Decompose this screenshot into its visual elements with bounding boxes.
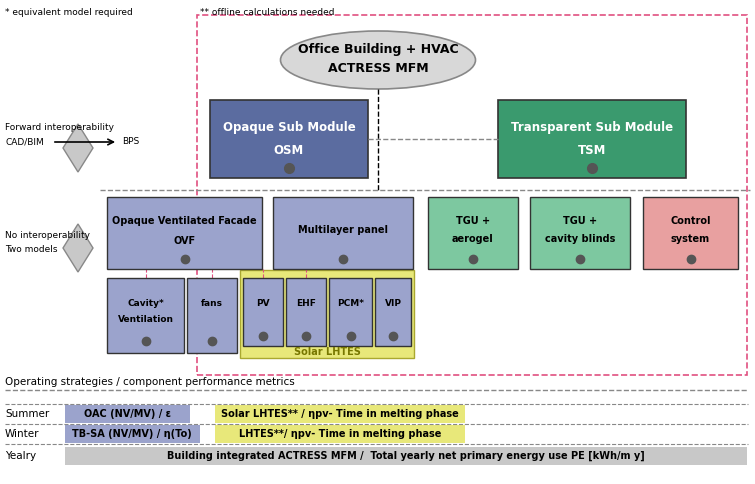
Text: * equivalent model required: * equivalent model required: [5, 8, 133, 17]
Bar: [65, 405, 190, 423]
Bar: [243, 278, 283, 346]
Text: TGU +: TGU +: [563, 216, 597, 226]
Text: VIP: VIP: [384, 300, 402, 308]
Text: fans: fans: [201, 300, 223, 308]
Bar: [643, 197, 738, 269]
Text: Cavity*: Cavity*: [127, 300, 164, 308]
Text: Transparent Sub Module: Transparent Sub Module: [511, 121, 673, 135]
Text: TSM: TSM: [578, 143, 606, 156]
Bar: [107, 278, 184, 353]
Text: Ventilation: Ventilation: [118, 316, 174, 324]
Text: TGU +: TGU +: [456, 216, 490, 226]
Text: OSM: OSM: [274, 143, 304, 156]
Text: Two models: Two models: [5, 244, 57, 254]
Bar: [107, 197, 262, 269]
Bar: [530, 197, 630, 269]
Text: Opaque Sub Module: Opaque Sub Module: [223, 121, 356, 135]
Text: Opaque Ventilated Facade: Opaque Ventilated Facade: [112, 216, 257, 226]
Text: system: system: [671, 234, 710, 244]
Bar: [286, 278, 326, 346]
Text: BPS: BPS: [122, 137, 139, 147]
Text: Solar LHTES: Solar LHTES: [294, 347, 360, 357]
Text: TB-SA (NV/MV) / η(To): TB-SA (NV/MV) / η(To): [72, 429, 192, 439]
Bar: [215, 405, 465, 423]
Text: ** offline calculations needed: ** offline calculations needed: [200, 8, 334, 17]
Bar: [428, 197, 518, 269]
Bar: [329, 278, 372, 346]
Text: Office Building + HVAC: Office Building + HVAC: [297, 44, 458, 57]
Bar: [65, 425, 200, 443]
Text: Yealry: Yealry: [5, 451, 36, 461]
Bar: [210, 100, 368, 178]
Text: PV: PV: [256, 300, 270, 308]
Bar: [215, 425, 465, 443]
Text: cavity blinds: cavity blinds: [545, 234, 615, 244]
Text: CAD/BIM: CAD/BIM: [5, 137, 44, 147]
Bar: [65, 447, 747, 465]
Text: Building integrated ACTRESS MFM /  Total yearly net primary energy use PE [kWh/m: Building integrated ACTRESS MFM / Total …: [167, 451, 645, 461]
Text: ACTRESS MFM: ACTRESS MFM: [328, 62, 428, 76]
Text: PCM*: PCM*: [337, 300, 364, 308]
Polygon shape: [63, 224, 93, 272]
Text: Forward interoperability: Forward interoperability: [5, 123, 114, 133]
Text: EHF: EHF: [296, 300, 316, 308]
Bar: [498, 100, 686, 178]
Text: Winter: Winter: [5, 429, 39, 439]
Text: OVF: OVF: [174, 236, 196, 246]
Text: No interoperability: No interoperability: [5, 230, 90, 240]
Text: Operating strategies / component performance metrics: Operating strategies / component perform…: [5, 377, 294, 387]
Text: aerogel: aerogel: [452, 234, 494, 244]
Text: Summer: Summer: [5, 409, 49, 419]
Text: Control: Control: [670, 216, 710, 226]
Bar: [375, 278, 411, 346]
Text: Solar LHTES** / ηpv- Time in melting phase: Solar LHTES** / ηpv- Time in melting pha…: [221, 409, 459, 419]
Bar: [187, 278, 237, 353]
Text: Multilayer panel: Multilayer panel: [298, 225, 388, 235]
Bar: [197, 15, 747, 375]
Bar: [273, 197, 413, 269]
Text: OAC (NV/MV) / ε: OAC (NV/MV) / ε: [84, 409, 171, 419]
Polygon shape: [63, 124, 93, 172]
Bar: [240, 270, 414, 358]
Text: LHTES**/ ηpv- Time in melting phase: LHTES**/ ηpv- Time in melting phase: [239, 429, 441, 439]
Ellipse shape: [281, 31, 476, 89]
